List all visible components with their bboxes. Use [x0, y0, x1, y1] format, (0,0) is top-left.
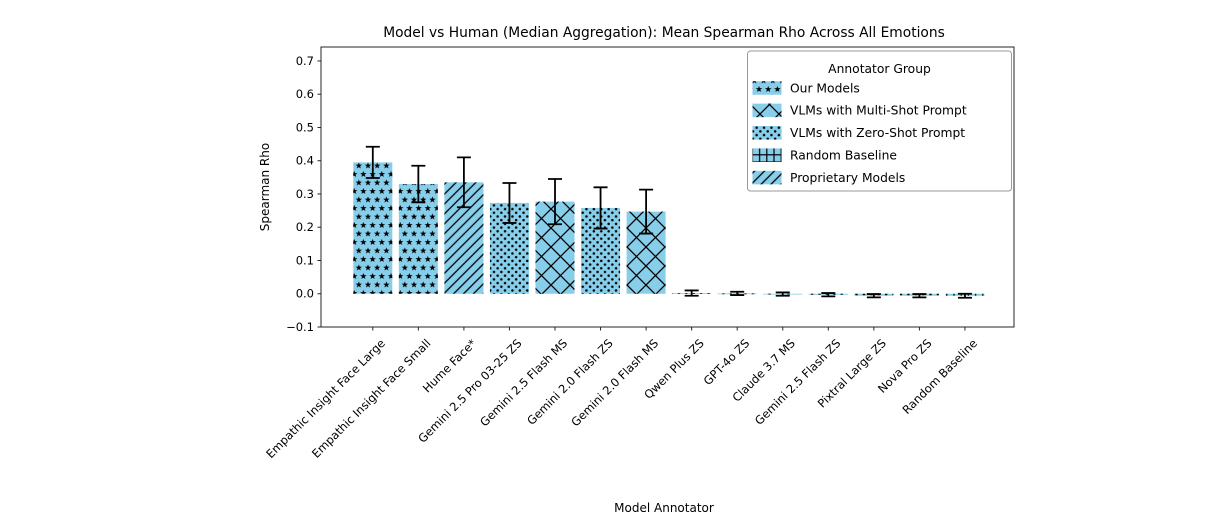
bar-group-nova-pro-zs — [899, 293, 939, 299]
error-bar — [456, 156, 471, 209]
error-bar — [548, 178, 562, 226]
bar-group-gpt-4o-zs — [717, 290, 757, 296]
error-bar — [957, 292, 972, 299]
y-tick-label: 0.2 — [296, 220, 314, 234]
legend: Our Models VLMs with Multi-Shot Prompt VLM… — [747, 50, 1012, 192]
bar-group-empathic-insight-face-small — [398, 164, 438, 294]
legend-swatch-hatch — [752, 170, 782, 185]
y-tick-label: −0.1 — [286, 320, 314, 334]
error-bar — [411, 164, 426, 204]
legend-label: Proprietary Models — [790, 171, 905, 185]
error-bar — [684, 289, 699, 297]
legend-title: Annotator Group — [828, 62, 931, 76]
y-tick-label: 0.6 — [296, 87, 314, 101]
error-bar — [593, 186, 608, 230]
error-bar — [639, 188, 654, 235]
bar-group-gemini-2-0-flash-ms — [626, 188, 666, 294]
error-bar — [912, 293, 927, 299]
y-tick-label: 0.4 — [296, 154, 314, 168]
error-bar — [502, 182, 517, 224]
error-bar — [821, 292, 836, 298]
chart-title: Model vs Human (Median Aggregation): Mea… — [383, 25, 945, 41]
y-tick-label: 0.0 — [296, 287, 314, 301]
bar-group-gemini-2-5-pro-03-25-zs — [489, 182, 529, 294]
error-bar — [365, 145, 380, 179]
legend-swatch-hatch — [752, 103, 782, 118]
bar-group-gemini-2-0-flash-zs — [581, 186, 621, 294]
bar-group-empathic-insight-face-large — [353, 145, 393, 294]
legend-swatch-hatch — [752, 126, 782, 140]
legend-swatch-hatch — [752, 148, 782, 162]
bar-group-gemini-2-5-flash-ms — [535, 178, 575, 294]
bar-group-qwen-plus-zs — [672, 289, 712, 297]
y-tick-label: 0.5 — [296, 120, 314, 134]
error-bar — [730, 290, 745, 296]
legend-swatch-hatch — [752, 81, 782, 95]
error-bar — [775, 291, 790, 297]
bar-group-claude-3-7-ms — [763, 291, 803, 297]
y-tick-label: 0.7 — [296, 54, 314, 68]
legend-entry-proprietary-models: Proprietary Models — [752, 170, 905, 185]
legend-label: VLMs with Zero-Shot Prompt — [790, 126, 965, 140]
axes-spines — [320, 46, 1015, 328]
legend-entry-vlms-with-zero-shot-prompt: VLMs with Zero-Shot Prompt — [752, 126, 965, 140]
bar-group-hume-face — [444, 156, 484, 294]
legend-label: VLMs with Multi-Shot Prompt — [790, 104, 967, 118]
x-axis-label: Model Annotator — [614, 501, 714, 515]
error-bar — [866, 293, 881, 299]
legend-entry-our-models: Our Models — [752, 81, 860, 95]
legend-label: Random Baseline — [790, 149, 897, 163]
y-tick-label: 0.1 — [296, 253, 314, 267]
bar-group-random-baseline — [945, 292, 985, 299]
bar-hatch — [353, 162, 393, 294]
legend-entry-random-baseline: Random Baseline — [752, 148, 897, 163]
bar-group-pixtral-large-zs — [854, 293, 894, 299]
legend-box — [747, 50, 1012, 192]
bar-group-gemini-2-5-flash-zs — [808, 292, 848, 298]
y-tick-label: 0.3 — [296, 187, 314, 201]
legend-entry-vlms-with-multi-shot-prompt: VLMs with Multi-Shot Prompt — [752, 103, 967, 118]
legend-label: Our Models — [790, 81, 860, 95]
y-axis-label: Spearman Rho — [258, 143, 272, 231]
